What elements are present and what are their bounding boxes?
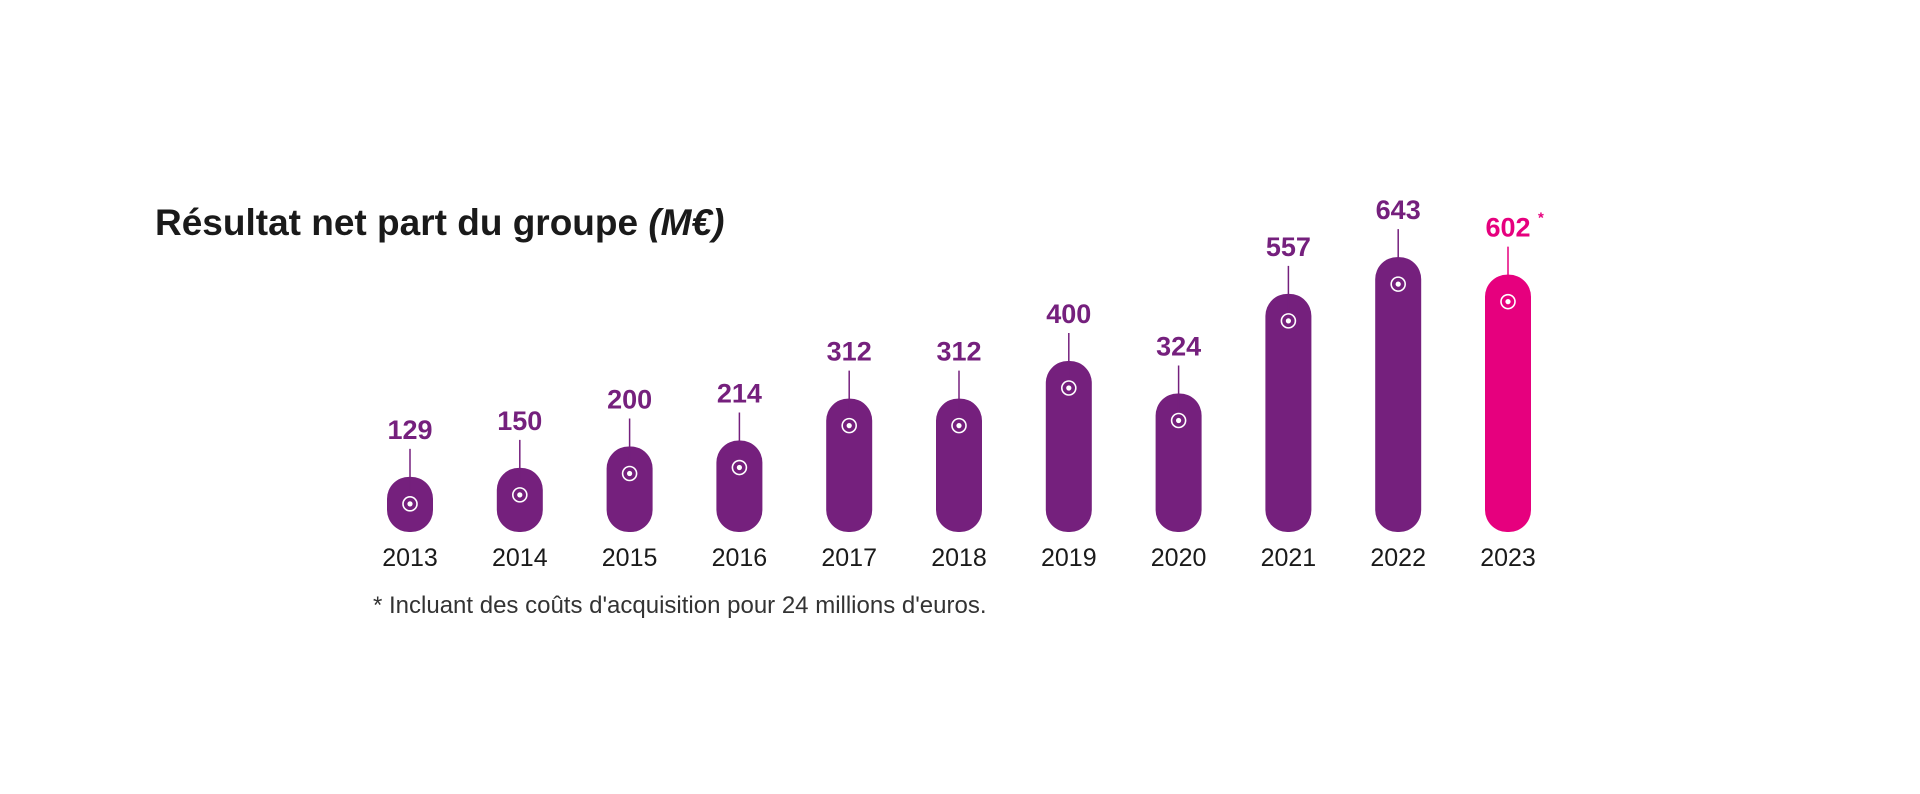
bar-2022 — [1375, 257, 1422, 532]
marker-ring-2017 — [841, 417, 858, 434]
bar-group-2023: 602 * 2023 — [1480, 210, 1544, 572]
bar-2023 — [1485, 274, 1531, 532]
bar-2015 — [606, 446, 653, 532]
marker-dot-2021 — [1285, 318, 1291, 324]
marker-dot-2019 — [1066, 385, 1072, 391]
value-label-2015: 200 — [607, 385, 652, 415]
year-label-2017: 2017 — [821, 544, 877, 572]
marker-dot-2014 — [517, 492, 523, 498]
value-label-2021: 557 — [1266, 232, 1311, 262]
annotation-marker-2023: * — [1538, 210, 1544, 227]
value-label-2016: 214 — [717, 379, 762, 409]
chart-title-main: Résultat net part du groupe — [155, 202, 649, 243]
bar-group-2018: 312 2018 — [931, 337, 987, 572]
bar-group-2019: 400 2019 — [1041, 299, 1097, 572]
value-label-2023: 602 — [1485, 213, 1530, 243]
year-label-2022: 2022 — [1370, 544, 1426, 572]
bar-2016 — [716, 440, 763, 532]
marker-ring-2018 — [951, 417, 967, 434]
value-label-2018: 312 — [936, 337, 981, 367]
value-label-2014: 150 — [497, 406, 542, 436]
marker-ring-2019 — [1061, 380, 1077, 396]
marker-ring-2015 — [621, 465, 638, 482]
bar-2021 — [1265, 293, 1312, 532]
bar-2014 — [496, 467, 543, 532]
marker-ring-2023 — [1500, 293, 1516, 310]
year-label-2020: 2020 — [1151, 544, 1207, 572]
bar-group-2016: 214 2016 — [712, 379, 768, 572]
bar-group-2022: 643 2022 — [1370, 195, 1426, 572]
marker-dot-2022 — [1395, 281, 1401, 287]
marker-dot-2017 — [846, 423, 852, 429]
marker-ring-2021 — [1280, 313, 1297, 329]
bar-group-2015: 200 2015 — [602, 385, 658, 573]
marker-dot-2013 — [407, 501, 413, 507]
marker-dot-2020 — [1176, 417, 1182, 424]
chart-footnote: * Incluant des coûts d'acquisition pour … — [373, 592, 987, 619]
bar-group-2021: 557 2021 — [1261, 232, 1317, 572]
year-label-2015: 2015 — [602, 544, 658, 572]
marker-dot-2015 — [627, 470, 633, 477]
marker-dot-2016 — [736, 464, 743, 471]
marker-ring-2014 — [511, 487, 528, 503]
marker-ring-2022 — [1390, 276, 1406, 292]
value-label-2019: 400 — [1046, 299, 1091, 329]
marker-dot-2023 — [1505, 299, 1511, 305]
value-label-2020: 324 — [1156, 331, 1201, 361]
chart-title: Résultat net part du groupe (M€) — [155, 202, 724, 244]
value-label-2017: 312 — [827, 337, 872, 367]
year-label-2014: 2014 — [492, 544, 548, 572]
year-label-2013: 2013 — [382, 544, 438, 572]
year-label-2018: 2018 — [931, 544, 987, 572]
value-label-2022: 643 — [1376, 195, 1421, 225]
marker-ring-2020 — [1170, 412, 1187, 429]
bar-group-2014: 150 2014 — [492, 406, 548, 572]
bar-2019 — [1045, 361, 1092, 532]
year-label-2019: 2019 — [1041, 544, 1097, 572]
bar-2018 — [936, 398, 982, 532]
year-label-2023: 2023 — [1480, 544, 1536, 572]
value-label-2013: 129 — [387, 415, 432, 445]
marker-ring-2016 — [731, 459, 748, 476]
bar-group-2013: 129 2013 — [382, 415, 438, 572]
marker-ring-2013 — [402, 496, 418, 512]
chart-title-unit: (M€) — [648, 202, 725, 243]
bar-group-2017: 312 2017 — [821, 337, 877, 572]
bar-group-2020: 324 2020 — [1151, 331, 1207, 572]
year-label-2021: 2021 — [1261, 544, 1317, 572]
year-label-2016: 2016 — [712, 544, 768, 572]
bar-2020 — [1155, 393, 1202, 532]
bar-2017 — [826, 398, 873, 532]
marker-dot-2018 — [956, 423, 962, 429]
